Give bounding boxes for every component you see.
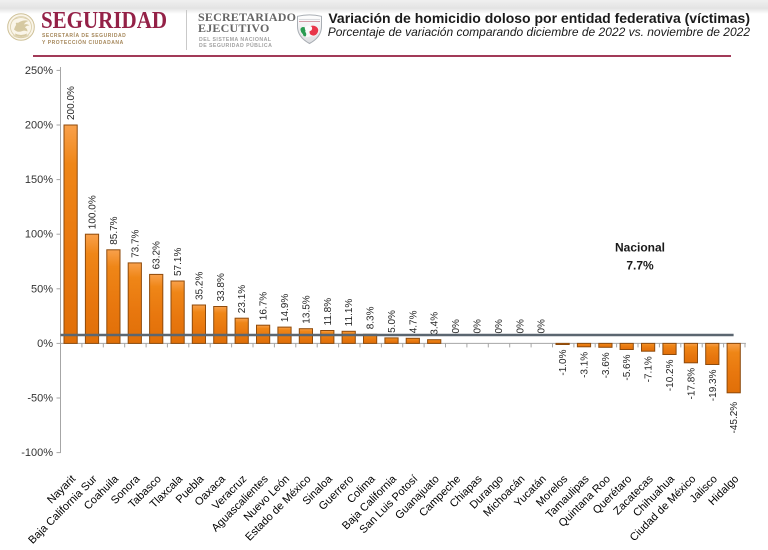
- svg-text:-10.2%: -10.2%: [665, 359, 676, 391]
- svg-text:63.2%: 63.2%: [152, 241, 163, 269]
- svg-text:-5.6%: -5.6%: [622, 354, 633, 380]
- svg-text:3.4%: 3.4%: [430, 312, 441, 335]
- svg-text:0%: 0%: [515, 319, 526, 334]
- svg-text:11.1%: 11.1%: [344, 299, 355, 327]
- svg-text:0%: 0%: [37, 338, 53, 350]
- svg-text:4.7%: 4.7%: [408, 310, 419, 333]
- svg-text:-1.0%: -1.0%: [558, 349, 569, 375]
- svg-text:14.9%: 14.9%: [280, 294, 291, 322]
- svg-text:85.7%: 85.7%: [109, 216, 120, 244]
- svg-text:35.2%: 35.2%: [194, 272, 205, 300]
- svg-text:-3.6%: -3.6%: [601, 352, 612, 378]
- svg-text:Nacional: Nacional: [615, 241, 665, 255]
- svg-text:0%: 0%: [451, 319, 462, 334]
- svg-text:8.3%: 8.3%: [366, 306, 377, 329]
- svg-text:100.0%: 100.0%: [88, 195, 99, 229]
- svg-text:0%: 0%: [537, 319, 548, 334]
- svg-text:5.0%: 5.0%: [387, 310, 398, 333]
- svg-text:23.1%: 23.1%: [237, 285, 248, 313]
- svg-text:-3.1%: -3.1%: [580, 352, 591, 378]
- svg-text:200%: 200%: [25, 120, 53, 132]
- svg-text:200.0%: 200.0%: [66, 86, 77, 120]
- svg-text:-50%: -50%: [27, 393, 53, 405]
- svg-text:-100%: -100%: [21, 447, 53, 459]
- svg-text:-45.2%: -45.2%: [729, 402, 740, 434]
- svg-text:0%: 0%: [494, 319, 505, 334]
- svg-text:73.7%: 73.7%: [130, 229, 141, 257]
- svg-text:7.7%: 7.7%: [626, 259, 654, 273]
- svg-text:13.5%: 13.5%: [301, 295, 312, 323]
- svg-text:16.7%: 16.7%: [259, 292, 270, 320]
- svg-text:-17.8%: -17.8%: [686, 368, 697, 400]
- svg-text:250%: 250%: [25, 65, 53, 77]
- svg-text:33.8%: 33.8%: [216, 273, 227, 301]
- svg-text:11.8%: 11.8%: [323, 298, 334, 326]
- svg-text:100%: 100%: [25, 229, 53, 241]
- svg-text:0%: 0%: [473, 319, 484, 334]
- svg-text:-19.3%: -19.3%: [708, 369, 719, 401]
- svg-text:150%: 150%: [25, 174, 53, 186]
- svg-text:57.1%: 57.1%: [173, 248, 184, 276]
- svg-text:-7.1%: -7.1%: [644, 356, 655, 382]
- svg-text:50%: 50%: [31, 283, 53, 295]
